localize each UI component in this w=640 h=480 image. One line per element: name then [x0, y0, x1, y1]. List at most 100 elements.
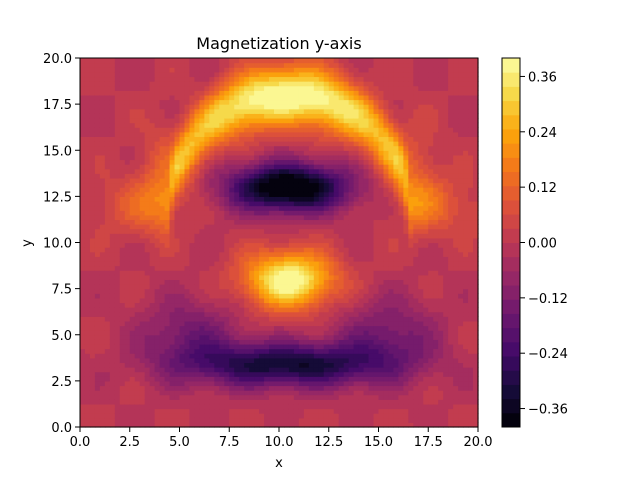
heatmap-cell	[348, 320, 355, 327]
heatmap-cell	[169, 196, 176, 202]
heatmap-cell	[209, 76, 215, 82]
heatmap-cell	[378, 302, 385, 308]
heatmap-cell	[214, 251, 220, 257]
heatmap-cell	[254, 196, 260, 202]
heatmap-cell	[134, 191, 141, 197]
heatmap-cell	[194, 104, 200, 110]
heatmap-cell	[169, 214, 176, 221]
heatmap-cell	[283, 247, 290, 253]
heatmap-cell	[139, 228, 146, 234]
heatmap-cell	[363, 343, 370, 350]
heatmap-cell	[269, 380, 275, 387]
heatmap-cell	[378, 348, 385, 354]
heatmap-cell	[303, 371, 310, 377]
heatmap-cell	[338, 256, 345, 262]
heatmap-cell	[99, 274, 106, 280]
heatmap-cell	[358, 403, 365, 410]
heatmap-cell	[184, 367, 191, 373]
heatmap-cell	[269, 260, 275, 267]
heatmap-cell	[378, 399, 385, 405]
heatmap-cell	[323, 334, 330, 340]
heatmap-cell	[129, 403, 136, 410]
heatmap-cell	[254, 385, 260, 391]
heatmap-cell	[323, 260, 330, 267]
heatmap-cell	[239, 131, 245, 138]
heatmap-cell	[119, 94, 126, 101]
heatmap-cell	[154, 279, 161, 285]
heatmap-cell	[269, 177, 275, 184]
heatmap-cell	[154, 145, 161, 151]
heatmap-cell	[259, 394, 265, 400]
heatmap-cell	[129, 413, 136, 419]
heatmap-cell	[259, 293, 265, 299]
heatmap-cell	[179, 353, 186, 359]
heatmap-cell	[293, 104, 300, 110]
heatmap-cell	[313, 260, 320, 267]
heatmap-cell	[234, 357, 240, 364]
heatmap-cell	[383, 228, 390, 234]
heatmap-cell	[84, 390, 91, 396]
heatmap-cell	[219, 376, 225, 382]
heatmap-cell	[368, 247, 375, 253]
heatmap-cell	[154, 187, 161, 193]
heatmap-cell	[333, 311, 340, 317]
heatmap-cell	[159, 284, 166, 290]
heatmap-cell	[204, 113, 210, 119]
heatmap-cell	[169, 260, 176, 267]
heatmap-cell	[229, 187, 235, 193]
heatmap-cell	[353, 205, 360, 211]
heatmap-cell	[99, 177, 106, 184]
heatmap-cell	[204, 325, 210, 331]
heatmap-cell	[353, 164, 360, 170]
heatmap-cell	[283, 330, 290, 336]
heatmap-cell	[109, 104, 116, 110]
heatmap-cell	[244, 251, 250, 257]
heatmap-cell	[99, 385, 106, 391]
heatmap-cell	[338, 385, 345, 391]
heatmap-cell	[199, 403, 205, 410]
heatmap-cell	[378, 371, 385, 377]
heatmap-cell	[154, 390, 161, 396]
heatmap-cell	[99, 247, 106, 253]
heatmap-cell	[353, 399, 360, 405]
heatmap-cell	[199, 164, 205, 170]
heatmap-cell	[378, 316, 385, 322]
heatmap-cell	[189, 210, 196, 216]
heatmap-cell	[373, 247, 380, 253]
heatmap-cell	[219, 403, 225, 410]
heatmap-cell	[313, 168, 320, 174]
heatmap-cell	[174, 205, 181, 211]
heatmap-cell	[378, 413, 385, 419]
heatmap-cell	[303, 311, 310, 317]
heatmap-cell	[348, 182, 355, 188]
heatmap-cell	[124, 376, 131, 382]
heatmap-cell	[373, 330, 380, 336]
heatmap-cell	[328, 210, 335, 216]
heatmap-cell	[80, 150, 86, 156]
heatmap-cell	[189, 417, 196, 423]
heatmap-cell	[194, 339, 200, 345]
heatmap-cell	[149, 99, 156, 105]
heatmap-cell	[199, 348, 205, 354]
heatmap-cell	[264, 260, 270, 267]
heatmap-cell	[274, 311, 280, 317]
heatmap-cell	[89, 353, 96, 359]
heatmap-cell	[229, 260, 235, 267]
heatmap-cell	[124, 71, 131, 78]
heatmap-cell	[169, 81, 176, 87]
heatmap-cell	[189, 177, 196, 184]
heatmap-cell	[214, 343, 220, 350]
heatmap-cell	[234, 422, 240, 428]
heatmap-cell	[254, 357, 260, 364]
heatmap-cell	[308, 168, 315, 174]
heatmap-cell	[80, 284, 86, 290]
heatmap-cell	[293, 357, 300, 364]
heatmap-cell	[279, 182, 285, 188]
heatmap-cell	[84, 164, 91, 170]
heatmap-cell	[283, 154, 290, 161]
heatmap-cell	[343, 113, 350, 119]
heatmap-cell	[179, 205, 186, 211]
heatmap-cell	[179, 113, 186, 119]
heatmap-cell	[144, 348, 151, 354]
heatmap-cell	[249, 145, 255, 151]
